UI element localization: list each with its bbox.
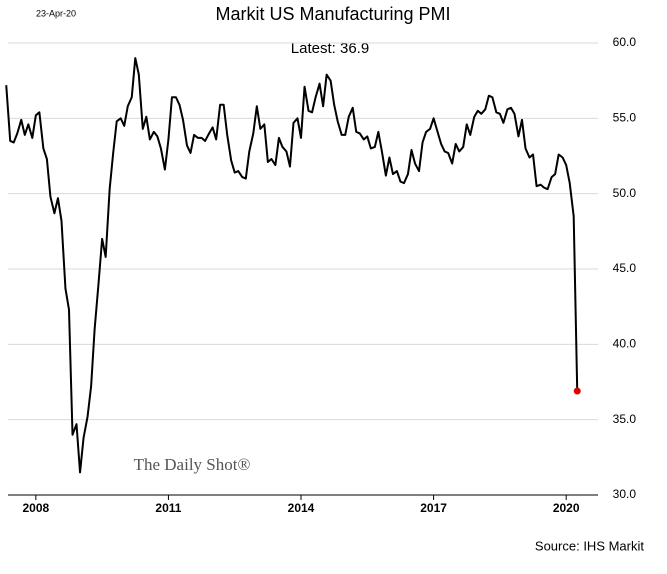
source: Source: IHS Markit xyxy=(535,538,644,553)
y-tick-label: 30.0 xyxy=(613,487,637,501)
y-tick-label: 55.0 xyxy=(613,111,637,125)
y-tick-label: 50.0 xyxy=(613,186,637,200)
x-tick-label: 2011 xyxy=(155,501,181,515)
x-tick-label: 2008 xyxy=(22,501,49,515)
y-tick-label: 40.0 xyxy=(613,337,637,351)
latest-marker xyxy=(573,387,581,395)
x-tick-label: 2014 xyxy=(288,501,315,515)
y-tick-label: 35.0 xyxy=(613,412,637,426)
y-tick-label: 60.0 xyxy=(613,35,637,49)
y-tick-label: 45.0 xyxy=(613,261,637,275)
annotation: Latest: 36.9 xyxy=(291,40,369,57)
x-tick-label: 2017 xyxy=(420,501,447,515)
x-tick-label: 2020 xyxy=(553,501,580,515)
chart-title: Markit US Manufacturing PMI xyxy=(215,4,450,24)
chart-date: 23-Apr-20 xyxy=(36,8,76,18)
line xyxy=(5,57,579,474)
watermark: The Daily Shot® xyxy=(134,455,251,474)
